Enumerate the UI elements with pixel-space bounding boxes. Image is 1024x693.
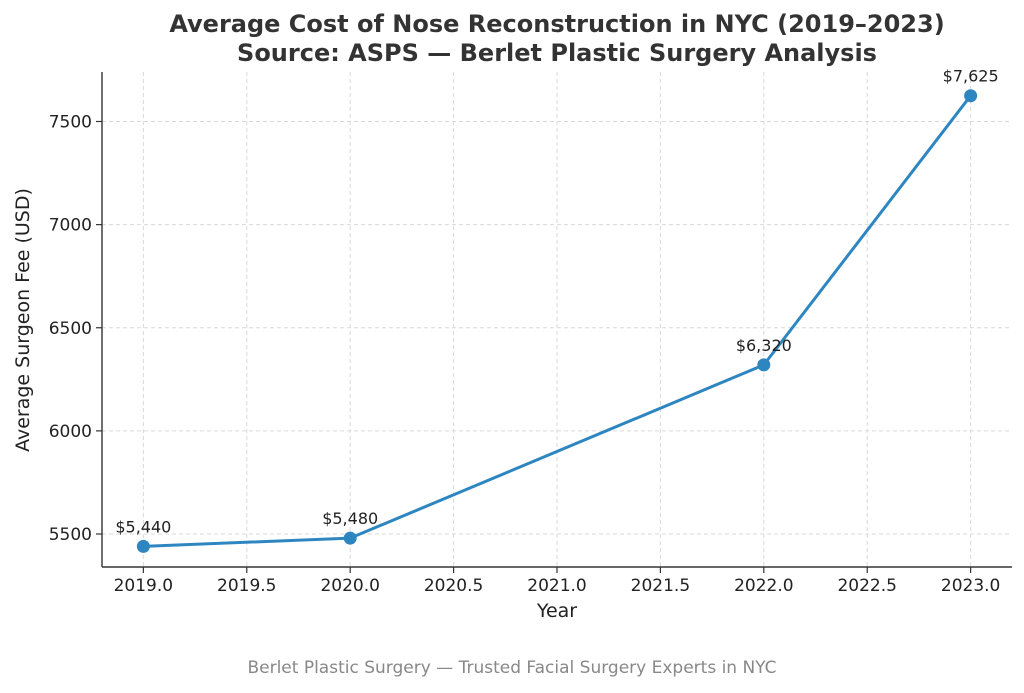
tick-labels: 2019.0 2019.5 2020.0 2020.5 2021.0 2021.5 2022… bbox=[49, 113, 1001, 597]
y-tick-label: 7000 bbox=[49, 216, 92, 236]
data-point bbox=[757, 358, 771, 372]
data-label: $6,320 bbox=[736, 336, 792, 355]
axes bbox=[96, 72, 1012, 573]
x-tick-label: 2022.5 bbox=[837, 576, 896, 596]
y-tick-label: 6500 bbox=[49, 319, 92, 339]
series-line bbox=[143, 94, 972, 548]
data-label: $5,480 bbox=[322, 509, 378, 528]
x-tick-label: 2021.5 bbox=[631, 576, 690, 596]
data-label: $7,625 bbox=[943, 67, 999, 86]
data-label: $5,440 bbox=[115, 517, 171, 536]
data-point bbox=[343, 531, 357, 545]
footer-credit: Berlet Plastic Surgery — Trusted Facial … bbox=[247, 658, 777, 678]
y-axis-label: Average Surgeon Fee (USD) bbox=[12, 188, 34, 452]
data-labels: $5,440 $5,480 $6,320 $7,625 bbox=[115, 67, 998, 537]
x-tick-label: 2023.0 bbox=[941, 576, 1000, 596]
x-tick-label: 2020.5 bbox=[424, 576, 483, 596]
y-tick-label: 7500 bbox=[49, 113, 92, 133]
x-axis-label: Year bbox=[536, 600, 577, 622]
data-point bbox=[136, 539, 150, 553]
data-point bbox=[964, 89, 978, 103]
line-chart: Average Cost of Nose Reconstruction in N… bbox=[12, 10, 1012, 622]
series bbox=[136, 89, 978, 553]
x-tick-label: 2019.5 bbox=[217, 576, 276, 596]
y-tick-label: 6000 bbox=[49, 422, 92, 442]
grid bbox=[102, 72, 1012, 567]
chart-title: Average Cost of Nose Reconstruction in N… bbox=[169, 10, 944, 38]
x-tick-label: 2019.0 bbox=[114, 576, 173, 596]
x-tick-label: 2022.0 bbox=[734, 576, 793, 596]
chart-subtitle: Source: ASPS — Berlet Plastic Surgery An… bbox=[237, 39, 877, 67]
y-tick-label: 5500 bbox=[49, 525, 92, 545]
x-tick-label: 2021.0 bbox=[527, 576, 586, 596]
x-tick-label: 2020.0 bbox=[320, 576, 379, 596]
